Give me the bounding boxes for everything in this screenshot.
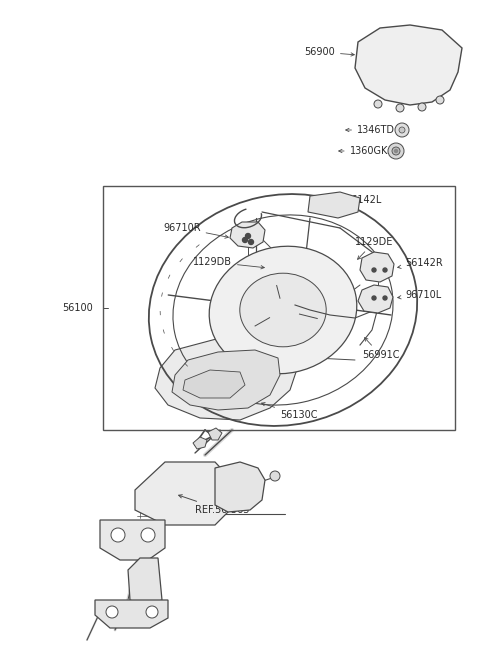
Polygon shape (100, 520, 165, 560)
Polygon shape (360, 252, 394, 282)
Circle shape (396, 104, 404, 112)
Text: 1346TD: 1346TD (346, 125, 395, 135)
Polygon shape (215, 462, 265, 512)
Text: 56991C: 56991C (362, 338, 399, 360)
Polygon shape (358, 285, 393, 313)
Circle shape (383, 268, 387, 272)
Text: 96710L: 96710L (398, 290, 441, 300)
Polygon shape (208, 428, 222, 440)
Text: 56142R: 56142R (397, 258, 443, 269)
Circle shape (388, 143, 404, 159)
Polygon shape (183, 370, 245, 398)
Polygon shape (95, 600, 168, 628)
Text: 1360GK: 1360GK (339, 146, 388, 156)
Polygon shape (230, 222, 265, 248)
Circle shape (141, 528, 155, 542)
Polygon shape (355, 25, 462, 105)
Polygon shape (155, 332, 300, 420)
Circle shape (436, 96, 444, 104)
Polygon shape (172, 350, 280, 410)
Text: 1129DE: 1129DE (355, 237, 394, 259)
Circle shape (383, 296, 387, 300)
Circle shape (418, 103, 426, 111)
Text: 1129DB: 1129DB (193, 257, 264, 269)
Polygon shape (193, 437, 207, 449)
Circle shape (372, 296, 376, 300)
Circle shape (245, 233, 251, 238)
Circle shape (372, 268, 376, 272)
Circle shape (399, 127, 405, 133)
Circle shape (242, 238, 248, 242)
Ellipse shape (240, 273, 326, 346)
Text: 56142L: 56142L (320, 195, 382, 205)
Circle shape (270, 471, 280, 481)
Circle shape (146, 606, 158, 618)
Polygon shape (135, 462, 230, 525)
Text: 56100: 56100 (62, 303, 93, 313)
Circle shape (395, 149, 397, 153)
Bar (103, 186, 455, 430)
Circle shape (392, 147, 400, 155)
Polygon shape (128, 558, 162, 605)
Circle shape (249, 240, 253, 244)
Text: 56900: 56900 (304, 47, 354, 57)
Text: REF.56-563: REF.56-563 (179, 495, 250, 515)
Polygon shape (308, 192, 360, 218)
Text: 56130C: 56130C (262, 403, 317, 420)
Circle shape (111, 528, 125, 542)
Circle shape (395, 123, 409, 137)
Circle shape (106, 606, 118, 618)
Circle shape (374, 100, 382, 108)
Text: 96710R: 96710R (163, 223, 228, 238)
Ellipse shape (209, 246, 357, 374)
